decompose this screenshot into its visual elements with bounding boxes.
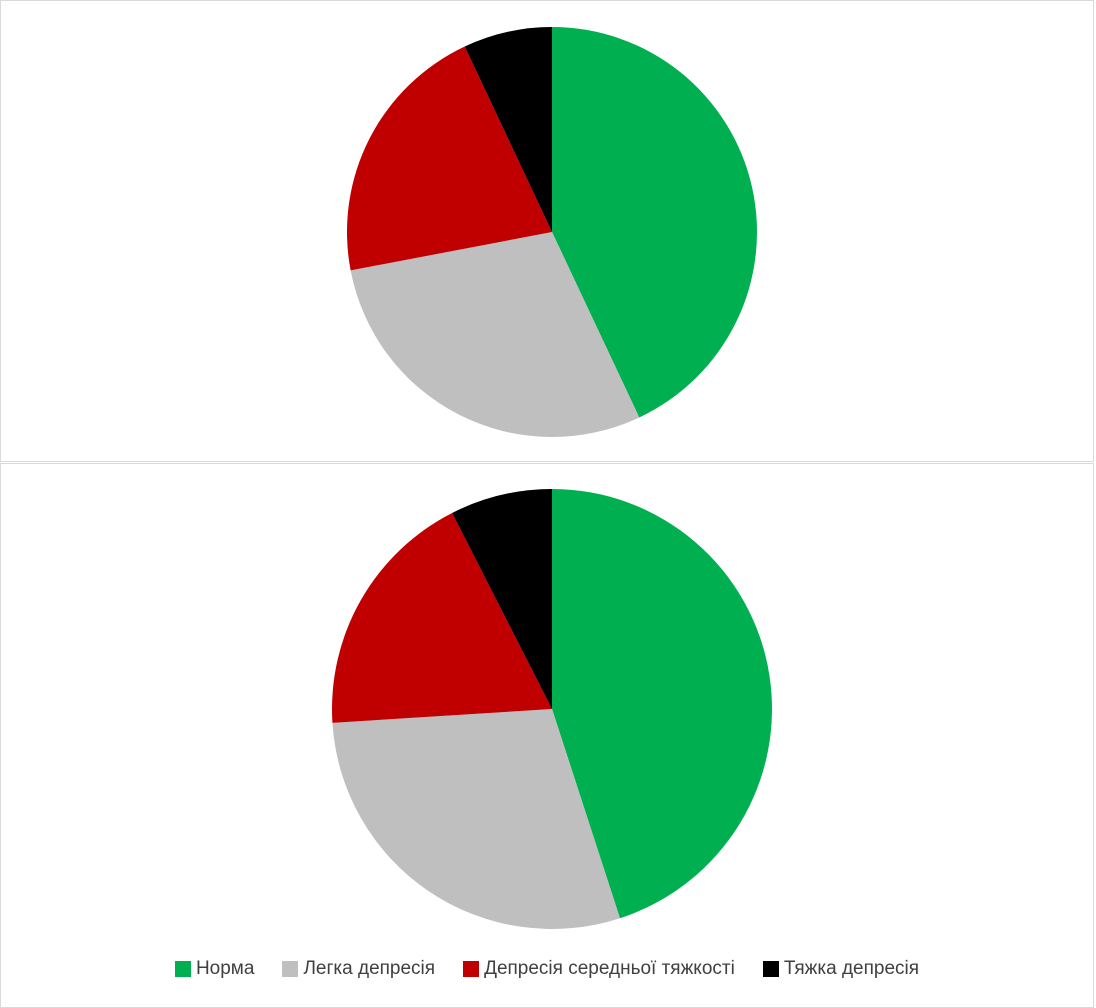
legend-item-norm: Норма: [174, 958, 255, 980]
legend-label-mild: Легка депресія: [303, 958, 436, 979]
pie-bottom-slice-moderate: [332, 512, 552, 723]
legend-swatch-severe: [762, 961, 779, 977]
pie-chart-panel-bottom: Норма Легка депресія Депресія середньої …: [0, 463, 1094, 1008]
pie-chart-bottom: [332, 489, 772, 929]
pie-bottom-slice-severe: [452, 489, 552, 709]
pie-top-slice-moderate: [347, 46, 552, 271]
legend-swatch-moderate: [463, 961, 480, 977]
legend-swatch-mild: [282, 961, 299, 977]
pie-bottom-slice-norm: [552, 489, 772, 919]
legend-label-norm: Норма: [195, 958, 255, 979]
legend-item-moderate: Депресія середньої тяжкості: [463, 958, 735, 980]
legend-item-mild: Легка депресія: [282, 958, 435, 980]
pie-top-slice-norm: [552, 27, 757, 418]
pie-top-slice-mild: [350, 232, 640, 437]
legend-item-severe: Тяжка депресія: [762, 958, 920, 980]
pie-top-slice-severe: [464, 27, 552, 232]
pie-chart-top: [347, 27, 757, 437]
chart-legend: Норма Легка депресія Депресія середньої …: [1, 958, 1093, 980]
pie-bottom-slice-mild: [332, 709, 620, 929]
legend-label-moderate: Депресія середньої тяжкості: [484, 958, 735, 979]
pie-chart-panel-top: [0, 0, 1094, 462]
legend-swatch-norm: [174, 961, 191, 977]
legend-label-severe: Тяжка депресія: [783, 958, 920, 979]
